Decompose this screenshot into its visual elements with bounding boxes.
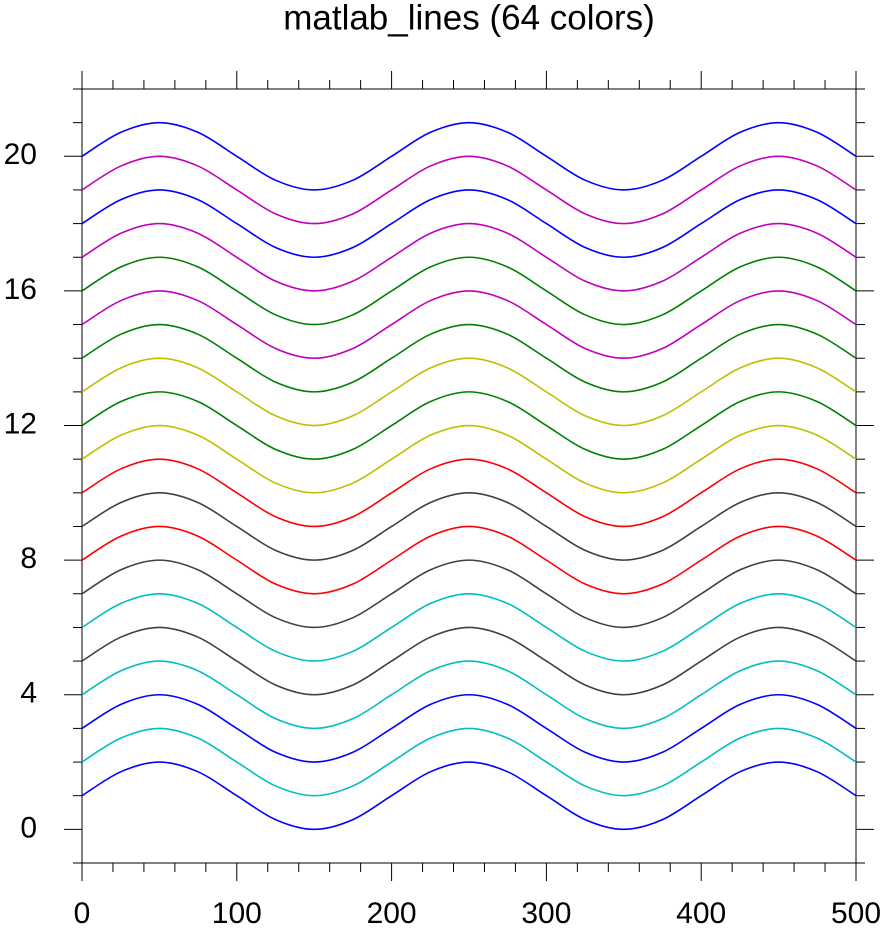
y-tick-label: 0 [20, 811, 37, 844]
x-tick-label: 100 [212, 897, 262, 930]
line-series [81, 492, 857, 561]
y-tick-label: 12 [4, 407, 37, 440]
line-series [81, 121, 857, 191]
line-series [81, 761, 857, 831]
chart-title: matlab_lines (64 colors) [283, 0, 655, 37]
x-tick-label: 0 [74, 897, 91, 930]
line-series [81, 660, 857, 730]
line-series [81, 727, 857, 797]
line-series [81, 693, 857, 763]
line-series [81, 525, 857, 595]
line-series [81, 592, 857, 662]
x-tick-label: 400 [676, 897, 726, 930]
line-series [81, 189, 857, 259]
line-series [81, 626, 857, 696]
line-series [81, 458, 857, 528]
line-series [81, 222, 857, 292]
y-tick-label: 20 [4, 138, 37, 171]
plot-frame [81, 88, 857, 864]
y-tick-label: 4 [20, 677, 37, 710]
line-series [81, 424, 857, 494]
line-series [81, 559, 857, 629]
x-tick-label: 200 [367, 897, 417, 930]
x-tick-label: 300 [521, 897, 571, 930]
line-series [81, 290, 857, 360]
y-tick-label: 8 [20, 542, 37, 575]
line-series [81, 357, 857, 427]
line-series [81, 391, 857, 460]
y-tick-label: 16 [4, 273, 37, 306]
x-tick-label: 500 [831, 897, 881, 930]
line-series [81, 323, 857, 393]
line-series [81, 155, 857, 225]
line-series [81, 256, 857, 326]
